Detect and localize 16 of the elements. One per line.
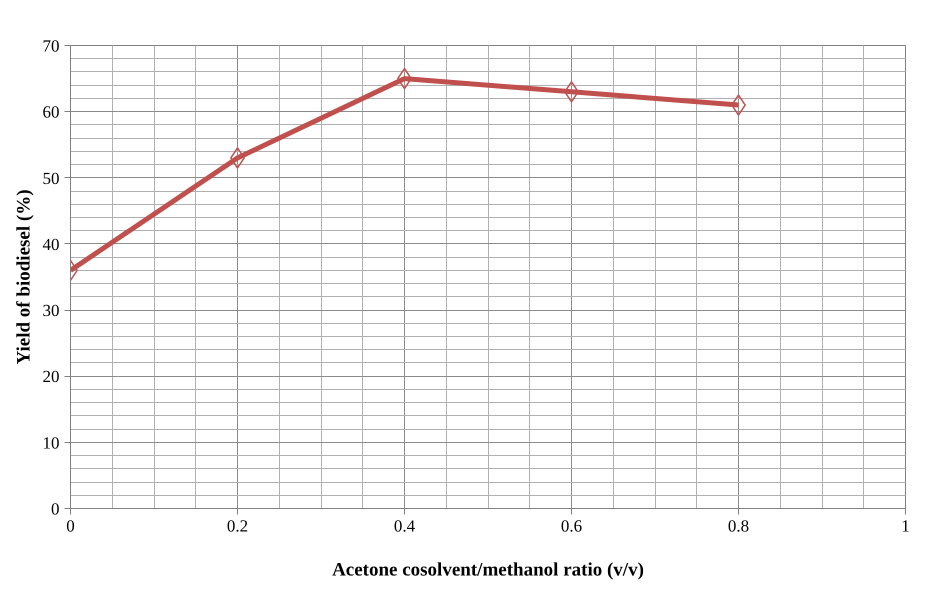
y-tick-label: 70 bbox=[42, 36, 60, 56]
y-tick-label: 50 bbox=[42, 168, 60, 188]
y-tick-label: 0 bbox=[51, 500, 60, 518]
y-tick-label: 60 bbox=[42, 102, 60, 122]
y-axis-title: Yield of biodiesel (%) bbox=[14, 189, 34, 365]
x-tick-label: 0.6 bbox=[560, 516, 582, 536]
x-tick-label: 0 bbox=[66, 516, 75, 536]
y-tick-label: 10 bbox=[42, 433, 60, 452]
x-tick-label: 0.4 bbox=[394, 516, 416, 536]
x-tick-label: 1 bbox=[901, 516, 910, 536]
x-tick-label: 0.8 bbox=[728, 516, 750, 536]
x-tick-label: 0.2 bbox=[226, 516, 248, 536]
y-tick-label: 20 bbox=[42, 367, 60, 386]
y-tick-label: 30 bbox=[42, 301, 60, 320]
y-tick-label: 40 bbox=[42, 234, 60, 254]
x-axis-title: Acetone cosolvent/methanol ratio (v/v) bbox=[332, 560, 644, 580]
